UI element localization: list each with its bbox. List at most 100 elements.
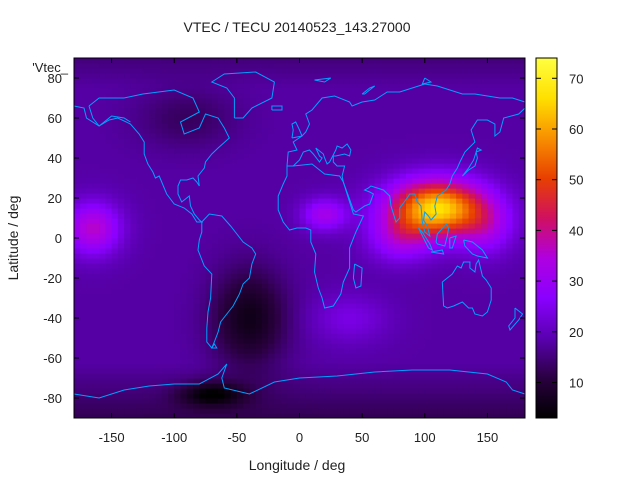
vtec-cell <box>74 413 81 418</box>
vtec-cell <box>92 68 100 74</box>
vtec-cell <box>268 223 276 229</box>
vtec-cell <box>499 368 507 374</box>
vtec-cell <box>218 253 225 259</box>
vtec-cell <box>487 88 495 94</box>
vtec-cell <box>349 403 357 409</box>
vtec-cell <box>431 333 438 339</box>
vtec-cell <box>293 73 301 79</box>
vtec-cell <box>117 123 125 129</box>
vtec-cell <box>449 218 457 224</box>
vtec-cell <box>149 328 157 334</box>
vtec-cell <box>286 93 294 99</box>
vtec-cell <box>211 238 219 244</box>
vtec-cell <box>324 68 332 74</box>
vtec-cell <box>493 378 501 384</box>
vtec-cell <box>368 168 376 174</box>
vtec-cell <box>305 93 313 99</box>
vtec-cell <box>474 358 482 364</box>
vtec-cell <box>474 338 482 344</box>
vtec-cell <box>255 388 263 394</box>
vtec-cell <box>468 408 476 414</box>
vtec-cell <box>80 98 88 104</box>
vtec-cell <box>174 413 182 418</box>
vtec-cell <box>374 273 382 279</box>
vtec-cell <box>456 263 463 269</box>
vtec-cell <box>186 288 194 294</box>
vtec-cell <box>468 93 476 99</box>
vtec-cell <box>443 213 451 219</box>
vtec-cell <box>293 168 301 174</box>
vtec-cell <box>431 393 438 399</box>
vtec-cell <box>305 398 313 404</box>
vtec-cell <box>236 113 244 119</box>
vtec-cell <box>92 138 100 144</box>
vtec-cell <box>424 108 432 114</box>
vtec-cell <box>167 108 175 114</box>
vtec-cell <box>456 343 463 349</box>
vtec-cell <box>468 193 476 199</box>
vtec-cell <box>86 73 94 79</box>
vtec-cell <box>130 143 138 149</box>
vtec-cell <box>136 73 144 79</box>
vtec-cell <box>493 113 501 119</box>
vtec-cell <box>299 228 307 234</box>
vtec-cell <box>499 63 507 69</box>
vtec-cell <box>399 158 407 164</box>
vtec-cell <box>481 328 489 334</box>
vtec-cell <box>155 228 163 234</box>
vtec-cell <box>387 288 395 294</box>
vtec-cell <box>393 283 401 289</box>
vtec-cell <box>324 293 332 299</box>
vtec-cell <box>431 63 438 69</box>
vtec-cell <box>142 88 150 94</box>
vtec-cell <box>236 138 244 144</box>
vtec-cell <box>380 333 388 339</box>
vtec-cell <box>205 138 213 144</box>
vtec-cell <box>468 108 476 114</box>
vtec-cell <box>86 298 94 304</box>
vtec-cell <box>111 113 119 119</box>
vtec-cell <box>324 408 332 414</box>
vtec-cell <box>349 288 357 294</box>
vtec-cell <box>136 358 144 364</box>
vtec-cell <box>199 128 207 134</box>
vtec-cell <box>193 133 200 139</box>
vtec-cell <box>230 218 238 224</box>
vtec-cell <box>136 228 144 234</box>
vtec-cell <box>399 363 407 369</box>
vtec-cell <box>443 78 451 84</box>
vtec-cell <box>337 378 344 384</box>
vtec-cell <box>149 138 157 144</box>
vtec-cell <box>355 203 363 209</box>
vtec-cell <box>149 178 157 184</box>
vtec-cell <box>456 298 463 304</box>
vtec-cell <box>117 58 125 64</box>
vtec-cell <box>236 383 244 389</box>
vtec-cell <box>456 73 463 79</box>
vtec-cell <box>161 128 169 134</box>
vtec-cell <box>167 83 175 89</box>
vtec-cell <box>343 153 351 159</box>
vtec-cell <box>330 338 338 344</box>
vtec-cell <box>399 373 407 379</box>
vtec-cell <box>199 303 207 309</box>
vtec-cell <box>161 173 169 179</box>
vtec-cell <box>424 188 432 194</box>
vtec-cell <box>330 393 338 399</box>
vtec-cell <box>312 153 319 159</box>
vtec-cell <box>186 338 194 344</box>
vtec-cell <box>449 323 457 329</box>
vtec-cell <box>167 123 175 129</box>
vtec-cell <box>487 328 495 334</box>
vtec-cell <box>380 398 388 404</box>
vtec-cell <box>174 308 182 314</box>
vtec-cell <box>92 128 100 134</box>
vtec-cell <box>224 268 232 274</box>
vtec-cell <box>124 93 131 99</box>
vtec-cell <box>349 243 357 249</box>
vtec-cell <box>437 208 445 214</box>
vtec-cell <box>124 208 131 214</box>
vtec-cell <box>92 238 100 244</box>
vtec-cell <box>174 253 182 259</box>
vtec-cell <box>324 78 332 84</box>
